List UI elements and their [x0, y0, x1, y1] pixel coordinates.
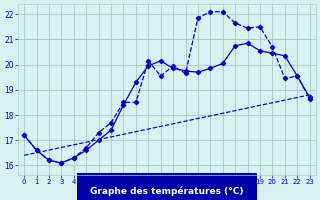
- X-axis label: Graphe des températures (°C): Graphe des températures (°C): [90, 186, 244, 196]
